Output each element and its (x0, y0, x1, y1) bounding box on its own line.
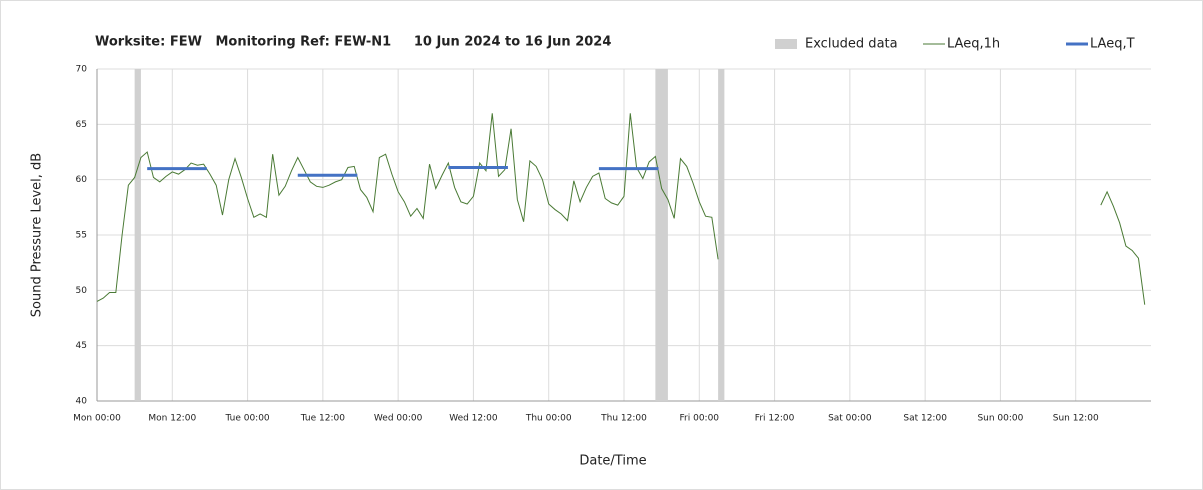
legend-label: LAeq,1h (947, 37, 1000, 52)
excluded-band (655, 69, 668, 401)
legend-label: LAeq,T (1090, 37, 1135, 52)
x-tick-label: Mon 00:00 (73, 414, 121, 424)
x-tick-label: Sun 00:00 (977, 414, 1023, 424)
excluded-band (718, 69, 725, 401)
x-tick-label: Mon 12:00 (148, 414, 196, 424)
legend-swatch (775, 39, 797, 49)
chart-title: Worksite: FEW Monitoring Ref: FEW-N1 10 … (95, 35, 611, 50)
x-tick-label: Tue 00:00 (224, 414, 269, 424)
x-tick-label: Thu 12:00 (600, 414, 647, 424)
y-tick-label: 45 (76, 341, 87, 351)
y-axis-label: Sound Pressure Level, dB (30, 153, 45, 317)
x-tick-label: Sat 12:00 (903, 414, 947, 424)
x-tick-label: Fri 00:00 (680, 414, 720, 424)
x-tick-label: Thu 00:00 (525, 414, 572, 424)
y-tick-label: 60 (76, 175, 88, 185)
legend-label: Excluded data (805, 37, 898, 52)
x-tick-label: Sun 12:00 (1053, 414, 1099, 424)
x-tick-label: Sat 00:00 (828, 414, 872, 424)
x-tick-label: Wed 00:00 (374, 414, 423, 424)
y-tick-label: 50 (76, 286, 88, 296)
y-tick-label: 55 (76, 231, 87, 241)
x-tick-label: Tue 12:00 (300, 414, 345, 424)
y-tick-label: 65 (76, 120, 87, 130)
y-tick-label: 40 (76, 397, 88, 407)
excluded-band (134, 69, 141, 401)
x-tick-label: Wed 12:00 (449, 414, 498, 424)
x-tick-label: Fri 12:00 (755, 414, 795, 424)
y-tick-label: 70 (76, 65, 88, 75)
laeq-1h-line (96, 113, 1146, 305)
x-axis-label: Date/Time (579, 454, 646, 469)
